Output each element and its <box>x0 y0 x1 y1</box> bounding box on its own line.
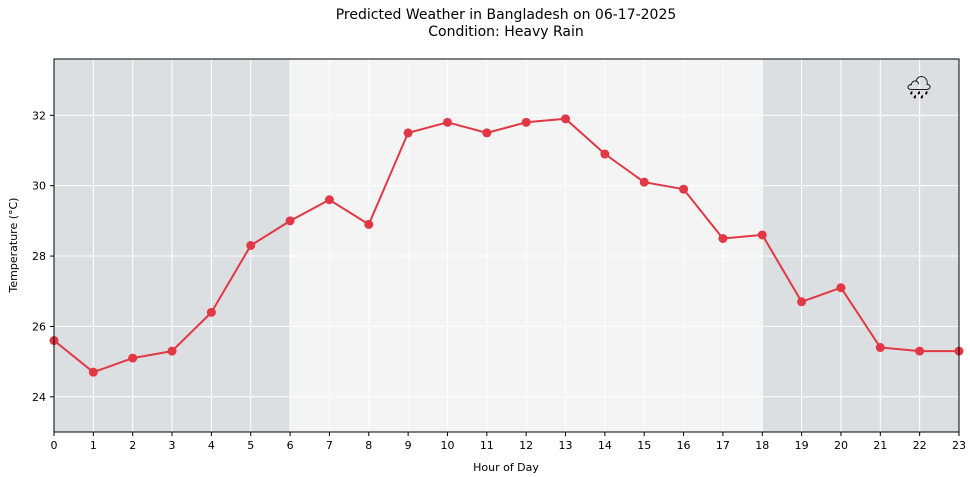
data-point <box>403 128 413 138</box>
x-tick-label: 0 <box>51 439 58 452</box>
data-point <box>364 219 374 229</box>
x-tick-label: 4 <box>208 439 215 452</box>
x-tick-label: 11 <box>480 439 494 452</box>
plot-frame <box>53 58 960 433</box>
data-point <box>482 128 492 138</box>
x-tick-label: 6 <box>287 439 294 452</box>
x-tick-label: 10 <box>440 439 454 452</box>
data-point <box>128 353 138 363</box>
data-point <box>679 184 689 194</box>
y-tick-label: 24 <box>32 391 46 404</box>
data-point <box>915 346 925 356</box>
x-tick-label: 13 <box>559 439 573 452</box>
x-tick-label: 5 <box>247 439 254 452</box>
data-point <box>324 195 334 205</box>
x-tick-label: 21 <box>873 439 887 452</box>
x-tick-label: 2 <box>129 439 136 452</box>
x-tick-label: 15 <box>637 439 651 452</box>
data-point <box>167 346 177 356</box>
x-tick-label: 14 <box>598 439 612 452</box>
y-tick-label: 30 <box>32 180 46 193</box>
x-tick-label: 3 <box>169 439 176 452</box>
x-tick-label: 7 <box>326 439 333 452</box>
data-point <box>718 233 728 243</box>
x-tick-label: 22 <box>913 439 927 452</box>
temperature-line <box>53 117 959 374</box>
data-point <box>285 216 295 226</box>
grid-lines <box>53 59 960 432</box>
data-series <box>49 114 964 377</box>
data-point <box>246 241 256 250</box>
data-point <box>639 177 649 187</box>
x-tick-label: 23 <box>952 439 966 452</box>
data-point <box>521 117 531 127</box>
chart-subtitle: Condition: Heavy Rain <box>428 24 583 40</box>
data-point <box>561 114 571 124</box>
data-point <box>757 230 767 240</box>
y-tick-label: 26 <box>32 320 46 333</box>
x-tick-label: 16 <box>677 439 691 452</box>
x-tick-label: 1 <box>90 439 97 452</box>
data-point <box>875 343 885 353</box>
weather-icon: 🌧 <box>905 76 933 101</box>
x-tick-label: 12 <box>519 439 533 452</box>
night-band-1 <box>762 59 959 432</box>
data-point <box>600 149 610 159</box>
data-point <box>836 283 846 293</box>
x-tick-label: 17 <box>716 439 730 452</box>
chart-title: Predicted Weather in Bangladesh on 06-17… <box>336 7 677 23</box>
data-point <box>442 117 452 127</box>
x-tick-label: 18 <box>755 439 769 452</box>
y-tick-label: 28 <box>32 250 46 263</box>
y-axis: 24 26 28 30 32 <box>32 109 54 404</box>
x-tick-label: 9 <box>405 439 412 452</box>
y-tick-label: 32 <box>32 109 46 122</box>
x-axis: 0 1 2 3 4 5 6 7 8 9 10 11 12 13 14 15 16 17 18 19 20 21 22 23 <box>51 432 966 452</box>
data-point <box>206 307 216 317</box>
y-axis-label: Temperature (°C) <box>7 198 20 294</box>
x-tick-label: 20 <box>834 439 848 452</box>
data-point <box>797 297 807 307</box>
data-point <box>88 367 98 377</box>
x-tick-label: 19 <box>795 439 809 452</box>
x-axis-label: Hour of Day <box>473 461 539 474</box>
x-tick-label: 8 <box>365 439 372 452</box>
